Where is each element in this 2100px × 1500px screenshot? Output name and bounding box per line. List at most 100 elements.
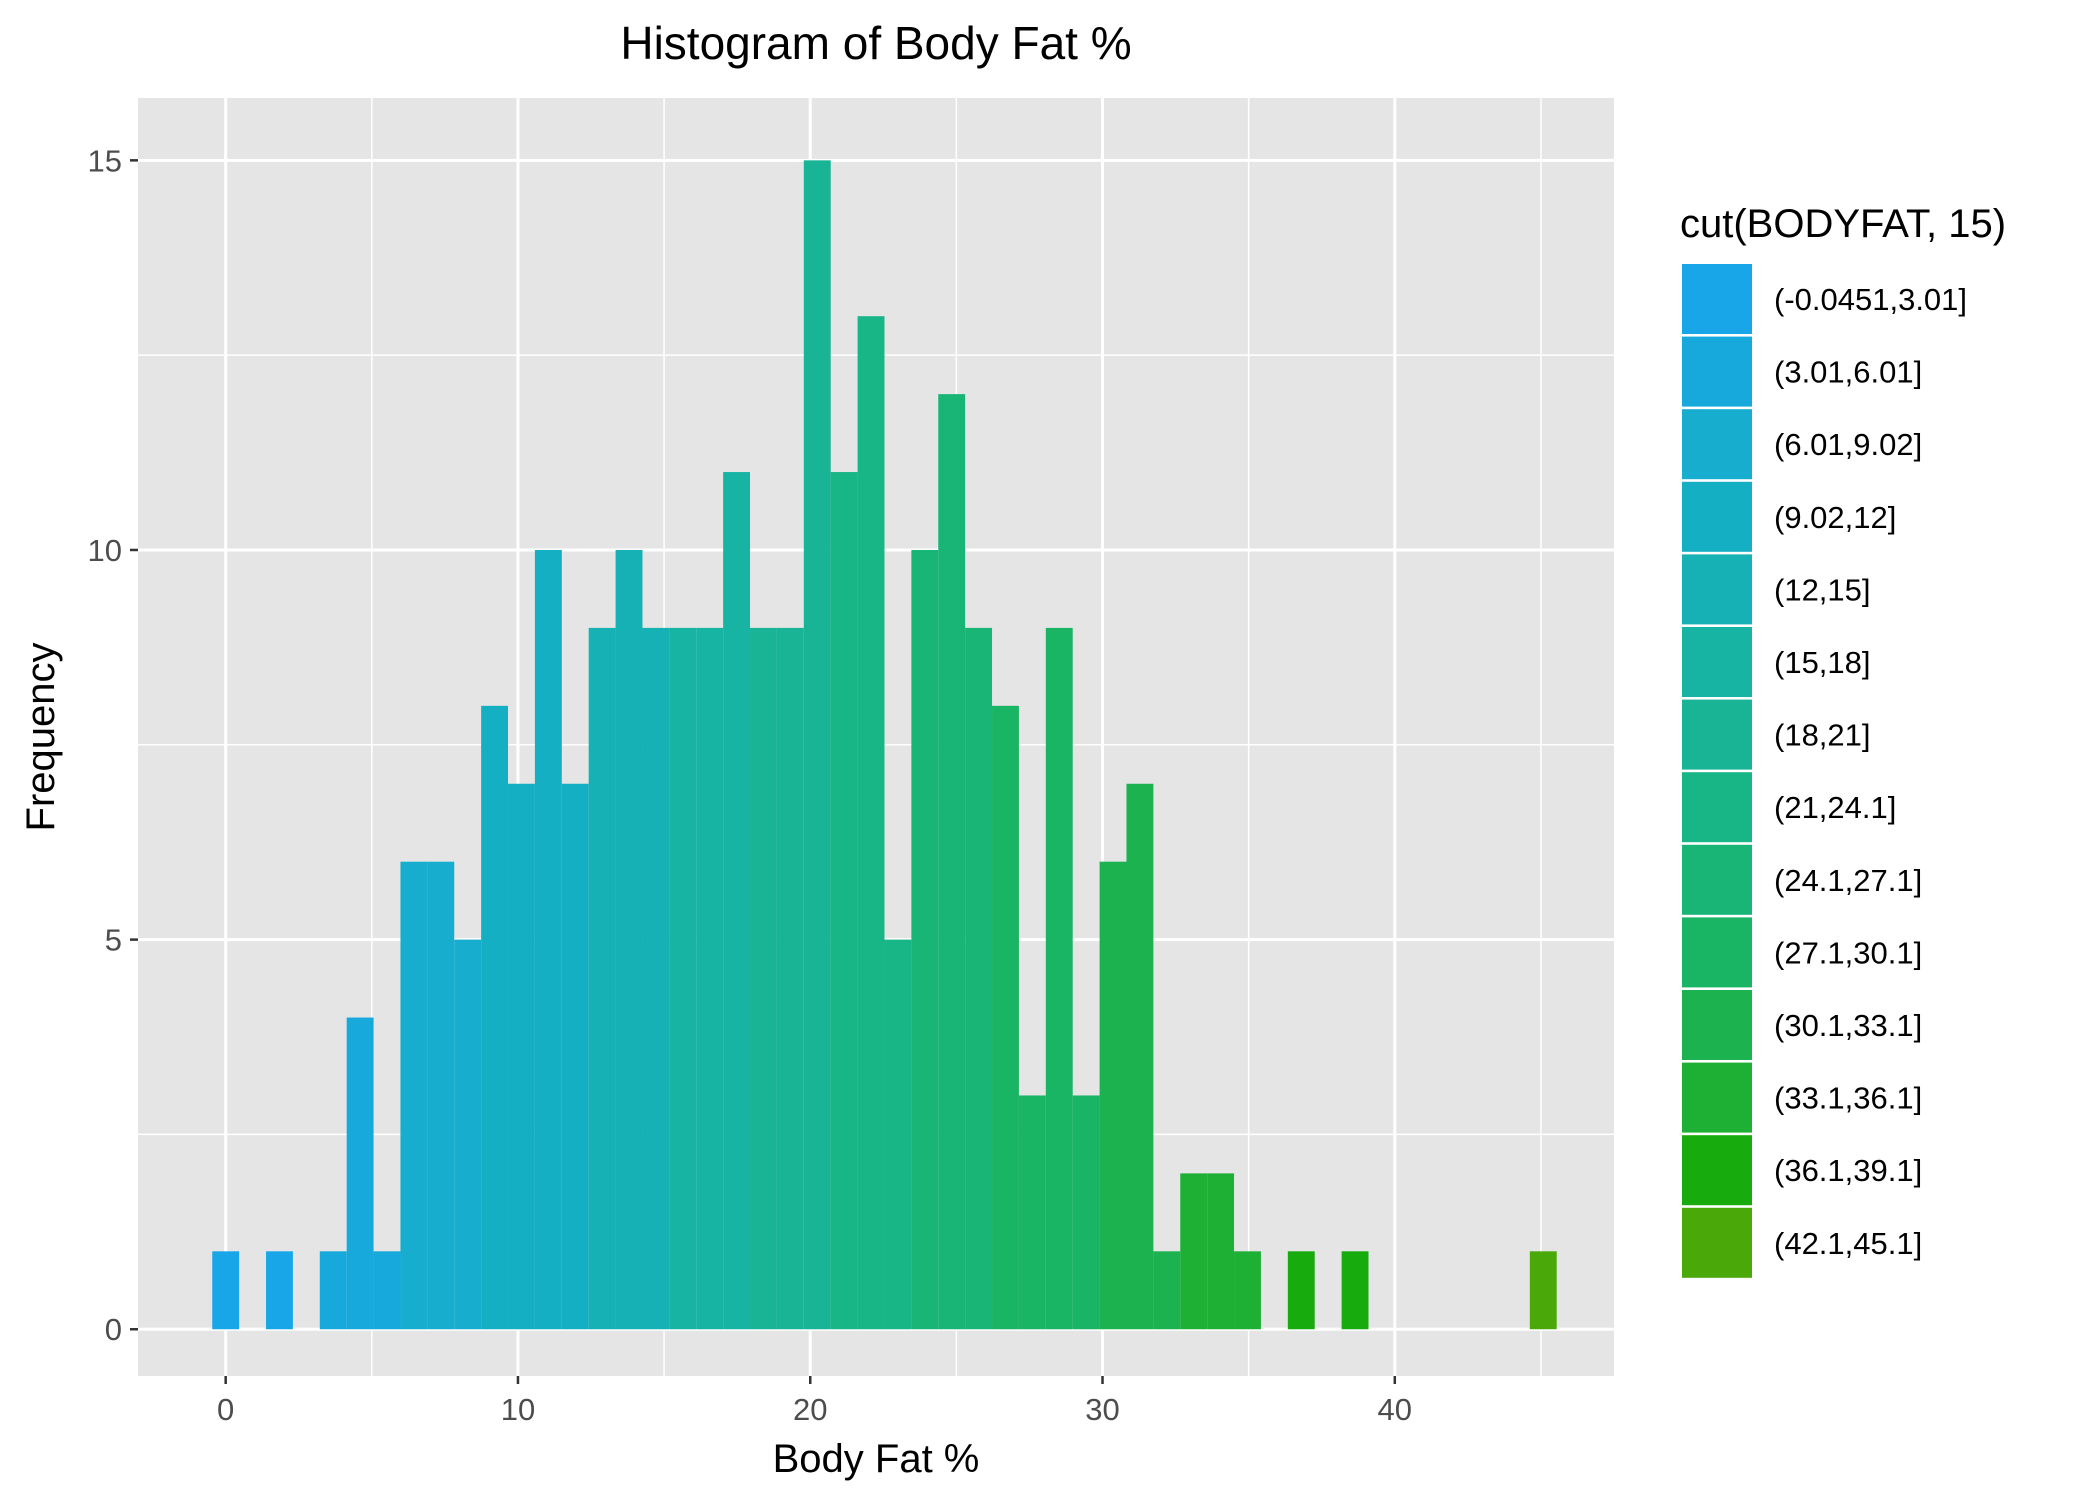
histogram-bar [508,783,535,1330]
legend-item: (12,15] [1682,554,1871,625]
legend-label: (42.1,45.1] [1774,1226,1922,1261]
histogram-bar [561,783,589,1330]
legend-item: (42.1,45.1] [1682,1207,1922,1278]
histogram-bar [1099,861,1127,1330]
x-tick-label: 20 [793,1392,827,1427]
y-axis-title: Frequency [19,643,63,832]
legend-key [1682,1207,1752,1278]
legend-item: (18,21] [1682,699,1871,770]
legend-item: (15,18] [1682,627,1871,697]
histogram-bar [1529,1251,1557,1330]
legend-label: (21,24.1] [1774,790,1896,825]
legend-key [1682,772,1752,843]
histogram-bar [588,627,616,1330]
legend-item: (3.01,6.01] [1682,336,1922,407]
legend-key [1682,844,1752,915]
histogram-bar [1045,627,1073,1330]
histogram-bar [1126,783,1154,1330]
legend-item: (21,24.1] [1682,772,1896,843]
histogram-bar [884,939,912,1330]
y-tick-label: 10 [88,533,122,568]
histogram-bar [750,627,777,1330]
legend-label: (9.02,12] [1774,500,1896,535]
x-tick-label: 40 [1378,1392,1412,1427]
legend-label: (-0.0451,3.01] [1774,282,1967,317]
legend-key [1682,990,1752,1060]
histogram-bar [1234,1251,1261,1330]
histogram-bar [776,627,804,1330]
histogram-bar [830,472,858,1330]
histogram-bar [1180,1173,1208,1330]
legend-label: (6.01,9.02] [1774,427,1922,462]
legend-key [1682,627,1752,697]
histogram-bar [857,316,885,1330]
legend-item: (6.01,9.02] [1682,409,1922,480]
x-axis-title: Body Fat % [773,1437,980,1481]
histogram-bar [938,394,966,1330]
legend-key [1682,264,1752,334]
histogram-bar [1018,1095,1046,1330]
histogram-bar [669,627,697,1330]
histogram-bar [1207,1173,1235,1330]
legend-label: (27.1,30.1] [1774,935,1922,970]
legend-key [1682,1062,1752,1133]
histogram-bar [723,472,751,1330]
histogram-bar [615,549,643,1330]
legend-item: (24.1,27.1] [1682,844,1922,915]
histogram-bar [346,1017,374,1330]
legend-key [1682,917,1752,988]
legend-title: cut(BODYFAT, 15) [1680,202,2006,246]
histogram-bar [965,627,993,1330]
chart-title: Histogram of Body Fat % [620,17,1131,69]
legend-item: (33.1,36.1] [1682,1062,1922,1133]
histogram-bar [911,549,939,1330]
histogram-bar [427,861,455,1330]
histogram-bar [266,1251,293,1330]
histogram-bar [481,705,509,1330]
legend-label: (15,18] [1774,645,1871,680]
histogram-bar [803,160,831,1330]
histogram-bars [212,160,1557,1330]
histogram-bar [212,1251,240,1330]
legend-key [1682,554,1752,625]
histogram-bar [373,1251,401,1330]
y-tick-label: 5 [105,923,122,958]
legend-item: (-0.0451,3.01] [1682,264,1967,334]
histogram-bar [1153,1251,1181,1330]
legend-label: (36.1,39.1] [1774,1153,1922,1188]
histogram-bar [319,1251,347,1330]
x-axis: 0 10 20 30 40 [217,1376,1412,1427]
legend-key [1682,1135,1752,1206]
x-tick-label: 30 [1085,1392,1119,1427]
legend-item: (36.1,39.1] [1682,1135,1922,1206]
histogram-bar [992,705,1019,1330]
legend-label: (30.1,33.1] [1774,1008,1922,1043]
histogram-bar [696,627,724,1330]
histogram-bar [1287,1251,1315,1330]
y-tick-label: 15 [88,143,122,178]
legend-key [1682,699,1752,770]
legend-label: (18,21] [1774,718,1871,753]
legend-items: (-0.0451,3.01] (3.01,6.01] (6.01,9.02] (9.0… [1682,264,1967,1278]
legend-key [1682,481,1752,552]
histogram-bar [454,939,482,1330]
histogram-bar [642,627,670,1330]
legend-key [1682,336,1752,407]
legend-label: (3.01,6.01] [1774,355,1922,390]
x-tick-label: 10 [501,1392,535,1427]
histogram-bar [400,861,428,1330]
histogram-bar [1072,1095,1100,1330]
legend-item: (9.02,12] [1682,481,1896,552]
x-tick-label: 0 [217,1392,234,1427]
legend-label: (12,15] [1774,572,1871,607]
legend-label: (33.1,36.1] [1774,1081,1922,1116]
legend-label: (24.1,27.1] [1774,863,1922,898]
legend: cut(BODYFAT, 15) (-0.0451,3.01] (3.01,6.0… [1680,202,2006,1278]
y-axis: 0 5 10 15 [88,143,138,1347]
y-tick-label: 0 [105,1312,122,1347]
histogram-bar [534,549,562,1330]
legend-key [1682,409,1752,480]
legend-item: (30.1,33.1] [1682,990,1922,1060]
histogram-bar [1341,1251,1369,1330]
